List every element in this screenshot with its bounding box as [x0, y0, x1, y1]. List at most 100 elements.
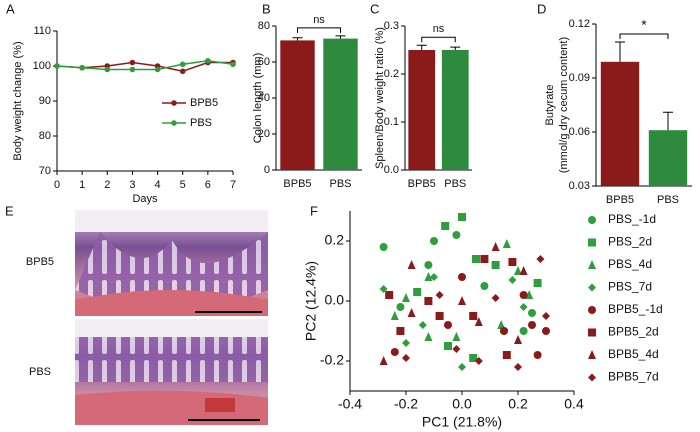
y-tick-label: 90 [39, 95, 51, 107]
x-tick-label: 7 [230, 179, 236, 191]
y-tick-label: 0.06 [569, 126, 590, 138]
point [418, 321, 427, 329]
y-tick-label: 80 [39, 130, 51, 142]
point [129, 59, 136, 66]
histology [75, 210, 268, 425]
significance-bracket [421, 36, 456, 43]
point [542, 327, 550, 335]
point [469, 312, 478, 320]
legend-marker [588, 328, 596, 337]
point [519, 327, 528, 335]
point [424, 261, 433, 269]
x-tick-label: BPB5 [606, 194, 634, 206]
point [458, 296, 466, 305]
y-axis-title: (mmol/g dry cecum content) [558, 37, 570, 173]
point [474, 317, 483, 326]
x-tick-label: BPB5 [408, 178, 436, 190]
bar [600, 61, 640, 186]
point [497, 320, 506, 329]
y-axis-title: PC2 (12.4%) [303, 261, 319, 341]
row-label: PBS [29, 366, 51, 378]
point [413, 288, 422, 296]
y-tick-label: 0.09 [569, 72, 590, 84]
x-tick-label: -0.4 [338, 396, 362, 412]
y-tick-label: 0 [264, 164, 270, 176]
panel-label: D [537, 1, 546, 16]
panel-label: F [310, 203, 318, 218]
y-axis-title: Spleen/Body weight ratio (%) [374, 27, 386, 169]
point [379, 356, 388, 365]
point [474, 357, 483, 365]
legend-marker [588, 306, 596, 314]
error-bar [450, 46, 461, 50]
point [54, 63, 60, 69]
y-tick-label: 0.0 [325, 292, 345, 308]
x-tick-label: PBS [329, 178, 351, 190]
y-axis-title: Body weight change (%) [12, 41, 24, 160]
point [385, 291, 394, 299]
legend-label: PBS_7d [608, 280, 652, 294]
x-tick-label: PBS [444, 178, 466, 190]
legend-label: BPB5_7d [608, 370, 659, 384]
point [179, 68, 186, 75]
point [502, 239, 511, 248]
legend-label: BPB5_2d [608, 325, 659, 339]
point [452, 332, 461, 341]
x-tick-label: 2 [104, 179, 110, 191]
error-bar [335, 35, 346, 39]
point [519, 303, 528, 311]
point [407, 260, 416, 269]
bar [408, 50, 436, 170]
error-bar [615, 41, 625, 62]
x-tick-label: PBS [657, 194, 679, 206]
y-tick-label: 70 [39, 165, 51, 177]
y-tick-label: 0.03 [569, 180, 590, 192]
point [424, 297, 433, 305]
bar [648, 130, 688, 186]
panel-label: C [370, 1, 379, 16]
legend-label: PBS_4d [608, 257, 652, 271]
point [480, 255, 489, 263]
error-bar [292, 37, 303, 41]
x-tick-label: -0.2 [394, 396, 418, 412]
point [525, 290, 534, 299]
legend-marker [588, 216, 596, 224]
y-axis-title: Colon length (mm) [252, 53, 264, 143]
y-tick-label: 0.0 [384, 164, 399, 176]
x-tick-label: 3 [129, 179, 135, 191]
point [452, 231, 461, 239]
x-tick-label: 6 [205, 179, 211, 191]
x-tick-label: BPB5 [283, 178, 311, 190]
error-bar [416, 44, 427, 50]
point [491, 242, 500, 251]
y-tick-label: 0.1 [384, 116, 399, 128]
point [179, 61, 186, 68]
x-tick-label: 0.0 [452, 396, 472, 412]
bar [280, 40, 315, 171]
legend-marker [588, 283, 596, 292]
point [444, 342, 452, 350]
error-bar [663, 111, 673, 131]
point [129, 66, 136, 73]
point [379, 243, 388, 251]
bar [441, 50, 469, 170]
point [407, 308, 416, 317]
legend-marker [171, 120, 177, 126]
y-tick-label: 0.2 [384, 68, 399, 80]
x-tick-label: 0.2 [508, 396, 528, 412]
point [104, 66, 111, 73]
point [528, 321, 536, 329]
point [519, 266, 528, 275]
point [514, 266, 522, 275]
point [469, 354, 478, 362]
significance-bracket [297, 27, 341, 33]
significance-bracket [619, 33, 669, 39]
point [508, 258, 517, 266]
point [430, 237, 438, 245]
legend-marker [171, 100, 177, 106]
y-tick-label: 0.2 [325, 232, 345, 248]
point [396, 327, 405, 335]
point [480, 282, 489, 290]
series-line [56, 59, 234, 71]
